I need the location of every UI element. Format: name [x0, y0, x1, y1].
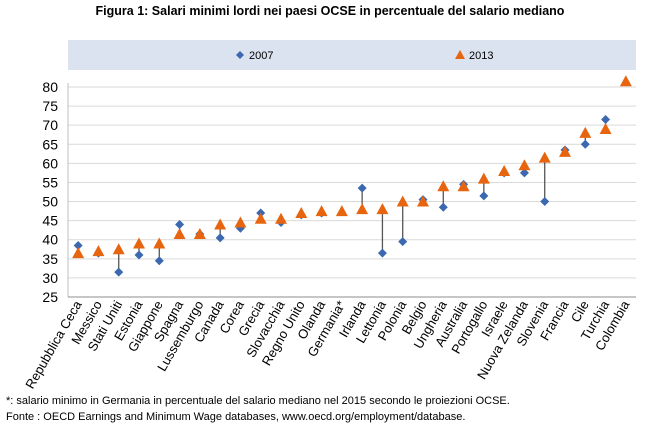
data-marks [72, 75, 632, 277]
point-2007 [479, 191, 489, 201]
point-2013 [234, 216, 247, 228]
y-tick-label: 60 [42, 155, 58, 171]
point-2007 [601, 114, 611, 124]
point-2007 [114, 267, 124, 277]
legend: 2007 2013 [68, 40, 636, 70]
point-2007 [580, 139, 590, 149]
point-2013 [457, 180, 470, 192]
point-2013 [396, 195, 409, 207]
y-tick-label: 30 [42, 270, 58, 286]
y-tick-label: 35 [42, 251, 58, 267]
y-tick-label: 45 [42, 213, 58, 229]
y-tick-label: 40 [42, 232, 58, 248]
legend-marker-2013 [455, 50, 465, 59]
legend-label-2007: 2007 [249, 50, 273, 62]
legend-marker-2007 [236, 51, 244, 59]
point-2013 [619, 75, 632, 87]
legend-label-2013: 2013 [469, 50, 493, 62]
chart-title: Figura 1: Salari minimi lordi nei paesi … [95, 4, 565, 18]
y-tick-label: 25 [42, 289, 58, 305]
y-axis: 25 30 35 40 45 50 55 60 65 70 75 80 [42, 79, 636, 305]
point-2007 [215, 233, 225, 243]
grid [68, 86, 636, 298]
point-2013 [173, 228, 186, 239]
point-2013 [214, 218, 227, 230]
legend-band [68, 40, 636, 70]
point-2007 [357, 183, 367, 193]
point-2013 [417, 195, 429, 207]
point-2013 [498, 165, 511, 176]
point-2013 [133, 237, 145, 249]
point-2013 [518, 159, 531, 171]
point-2013 [579, 126, 592, 138]
point-2013 [275, 212, 287, 224]
point-2013 [92, 245, 105, 257]
connectors [77, 119, 607, 273]
y-tick-label: 80 [42, 79, 58, 95]
point-2013 [477, 172, 490, 184]
point-2007 [175, 219, 185, 229]
y-tick-label: 55 [42, 174, 58, 190]
point-2013 [153, 237, 166, 249]
point-2013 [315, 205, 328, 217]
point-2007 [540, 197, 550, 207]
point-2013 [193, 228, 206, 239]
point-2013 [112, 243, 125, 255]
y-tick-label: 65 [42, 136, 58, 152]
y-tick-label: 50 [42, 194, 58, 210]
point-2007 [154, 256, 164, 266]
point-2013 [559, 145, 571, 157]
point-2013 [295, 207, 308, 218]
point-2013 [376, 203, 389, 215]
point-2013 [599, 123, 612, 134]
point-2013 [335, 205, 348, 217]
y-tick-label: 70 [42, 117, 58, 133]
point-2007 [398, 237, 408, 247]
point-2007 [519, 168, 529, 178]
point-2013 [254, 212, 267, 224]
point-2013 [538, 151, 551, 163]
source-note: Fonte : OECD Earnings and Minimum Wage d… [6, 411, 466, 423]
point-2007 [438, 202, 448, 212]
point-2007 [377, 248, 387, 258]
point-2013 [356, 203, 369, 215]
footnote: *: salario minimo in Germania in percent… [6, 395, 510, 407]
point-2013 [72, 247, 85, 259]
point-2007 [134, 250, 144, 260]
point-2007 [73, 240, 83, 250]
point-2013 [437, 180, 450, 192]
y-tick-label: 75 [42, 98, 58, 114]
